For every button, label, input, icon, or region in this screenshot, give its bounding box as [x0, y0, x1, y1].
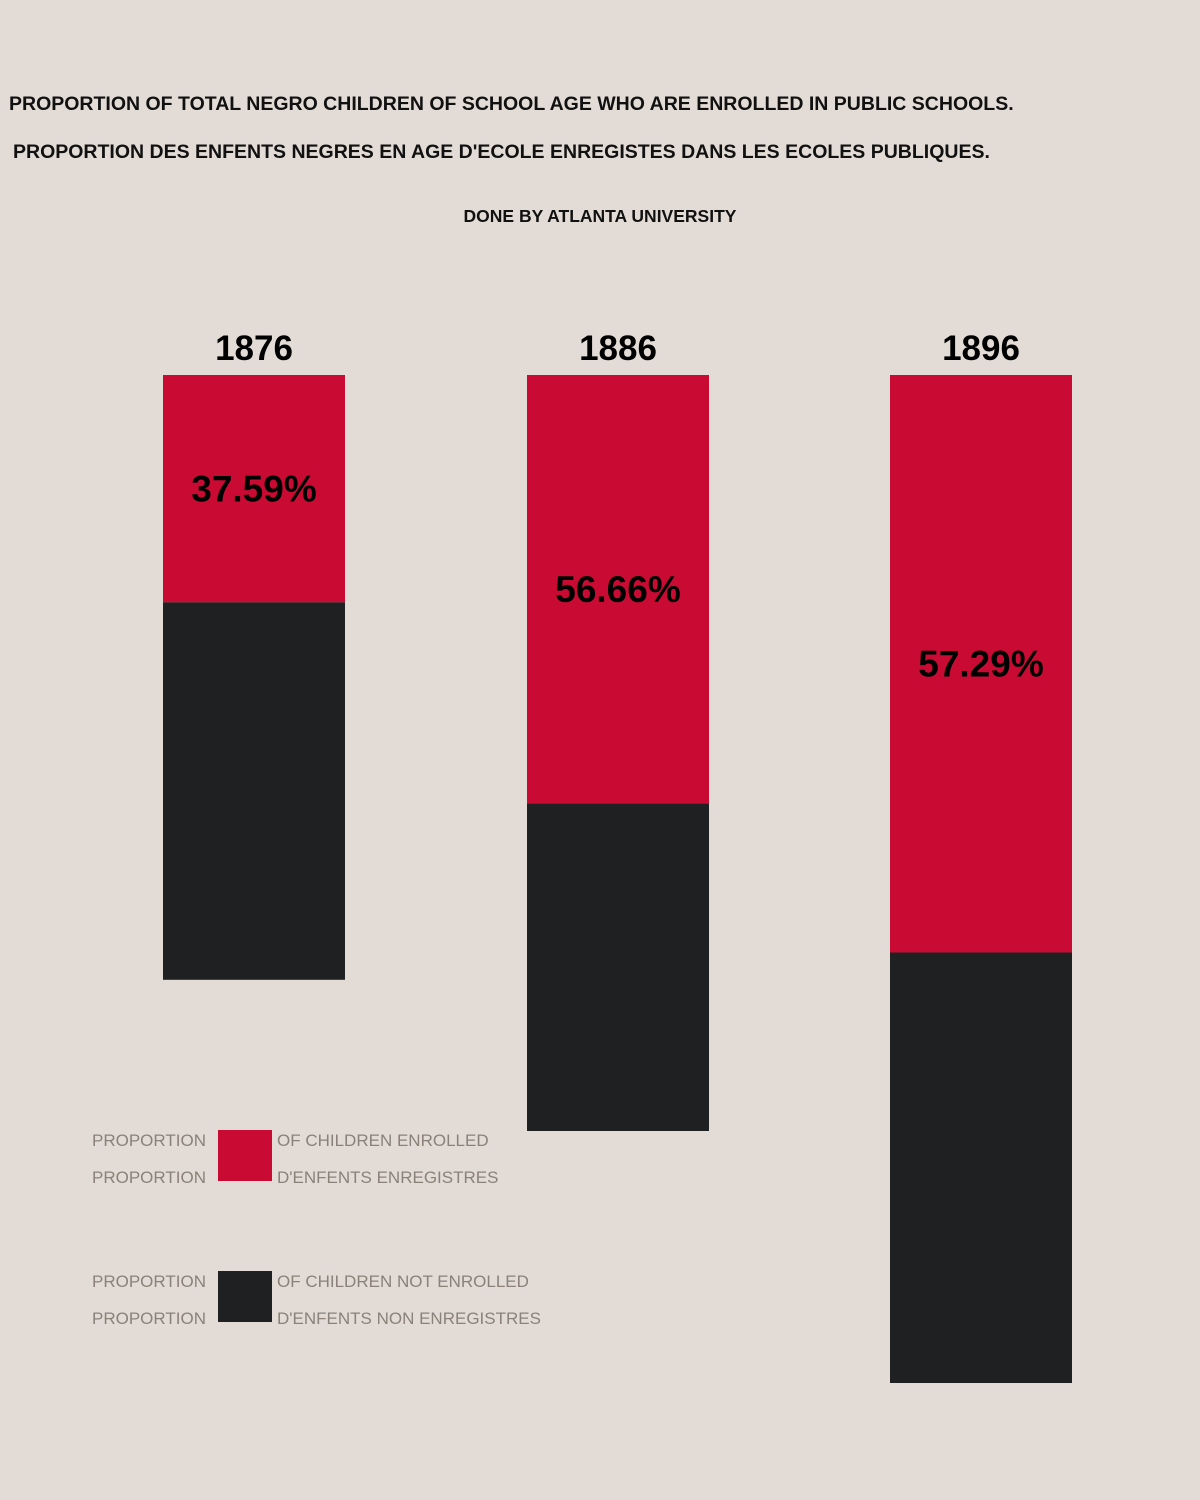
year-label-1876: 1876: [215, 329, 293, 368]
bar-enrolled-1876: [163, 375, 345, 603]
legend-not-enrolled-left-top: PROPORTION: [92, 1272, 206, 1291]
legend-not-enrolled-right-top: OF CHILDREN NOT ENROLLED: [277, 1272, 529, 1291]
year-label-1886: 1886: [579, 329, 657, 368]
bar-not-enrolled-1876: [163, 602, 345, 980]
bar-not-enrolled-1886: [527, 803, 709, 1131]
chart-title-french: PROPORTION DES ENFENTS NEGRES EN AGE D'E…: [13, 141, 990, 163]
percent-label-1876: 37.59%: [191, 469, 317, 510]
legend-item-not-enrolled: PROPORTION PROPORTION OF CHILDREN NOT EN…: [0, 1271, 700, 1331]
legend-enrolled-left-top: PROPORTION: [92, 1131, 206, 1150]
percent-label-1896: 57.29%: [918, 644, 1044, 685]
legend-swatch-enrolled: [218, 1130, 272, 1181]
chart-credit: DONE BY ATLANTA UNIVERSITY: [463, 206, 737, 226]
year-label-1896: 1896: [942, 329, 1020, 368]
percent-label-1886: 56.66%: [555, 569, 681, 610]
bar-enrolled-1896: [890, 375, 1072, 953]
legend-not-enrolled-left-bottom: PROPORTION: [92, 1309, 206, 1328]
legend-enrolled-right-top: OF CHILDREN ENROLLED: [277, 1131, 489, 1150]
chart-title: PROPORTION OF TOTAL NEGRO CHILDREN OF SC…: [9, 93, 1014, 115]
legend-enrolled-right-bottom: D'ENFENTS ENREGISTRES: [277, 1168, 499, 1187]
legend-enrolled-left-bottom: PROPORTION: [92, 1168, 206, 1187]
bar-not-enrolled-1896: [890, 952, 1072, 1383]
bar-enrolled-1886: [527, 375, 709, 804]
legend-swatch-not-enrolled: [218, 1271, 272, 1322]
legend-item-enrolled: PROPORTION PROPORTION OF CHILDREN ENROLL…: [0, 1130, 700, 1190]
legend-not-enrolled-right-bottom: D'ENFENTS NON ENREGISTRES: [277, 1309, 541, 1328]
